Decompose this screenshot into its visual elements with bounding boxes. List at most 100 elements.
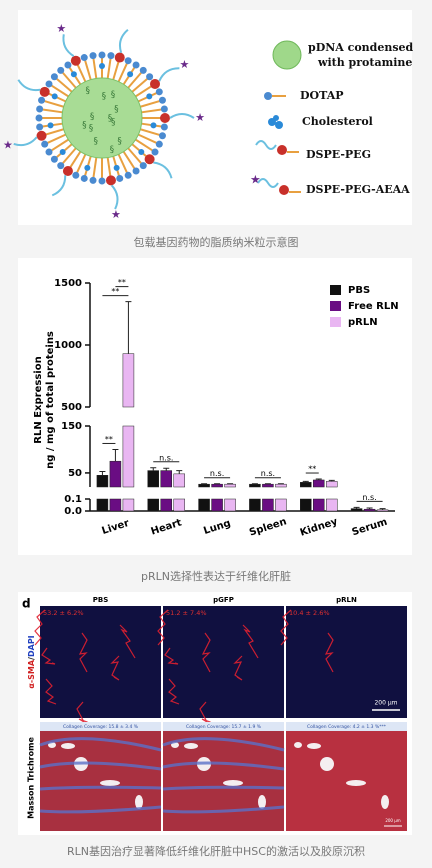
lipid-head	[133, 167, 140, 174]
svg-text:★: ★	[250, 173, 261, 187]
lipid-head	[57, 162, 64, 169]
vessel	[135, 795, 143, 809]
fluorescence-image	[40, 606, 161, 718]
panel-label: d	[22, 597, 31, 611]
sma-value: 10.4 ± 2.6%	[289, 609, 330, 617]
dna: §	[82, 121, 87, 131]
bar	[212, 499, 223, 511]
trichrome-image	[286, 731, 407, 831]
lipid-head	[51, 156, 58, 163]
bar	[275, 484, 286, 487]
bar	[148, 499, 159, 511]
lipid-head	[90, 177, 97, 184]
bar	[313, 480, 324, 487]
lipid-head	[46, 149, 53, 156]
legend-text: pDNA condensed	[308, 41, 414, 54]
column-title: pRLN	[336, 596, 357, 604]
lipid-head	[41, 141, 48, 148]
lipid-head	[46, 80, 53, 87]
row-label: Masson Trichrome	[27, 737, 36, 819]
bar	[148, 471, 159, 487]
lipid-head	[99, 178, 106, 185]
bar	[351, 509, 362, 511]
vessel	[307, 743, 321, 749]
bar	[275, 499, 286, 511]
aeaa-star: ★	[195, 111, 205, 124]
lipid-head	[90, 52, 97, 59]
lipid-head	[40, 87, 50, 97]
vessel	[320, 757, 334, 771]
dna: §	[111, 90, 116, 100]
aeaa-star: ★	[111, 208, 121, 221]
dna: §	[90, 112, 95, 122]
vessel	[100, 780, 120, 786]
dna: §	[117, 137, 122, 147]
lipid-head	[115, 53, 125, 63]
collagen-value: Collagen Coverage: 15.7 ± 1.9 %	[186, 724, 262, 730]
lipid-head	[140, 67, 147, 74]
bar	[225, 484, 236, 487]
cholesterol	[48, 122, 54, 128]
lipid-head	[125, 57, 132, 64]
bar	[326, 481, 337, 487]
bar	[123, 354, 134, 407]
row-label-part: DAPI	[27, 635, 36, 657]
bar	[326, 499, 337, 511]
bar	[110, 461, 121, 487]
row-label-part: α-SMA	[27, 659, 36, 689]
lipid-head	[81, 54, 88, 61]
y-tick-label: 1000	[54, 340, 82, 351]
bar	[313, 499, 324, 511]
lipid-head	[159, 97, 166, 104]
legend-text: with protamine	[317, 56, 412, 69]
lipid-head	[99, 52, 106, 59]
cholesterol	[127, 71, 133, 77]
lipid-head	[116, 175, 123, 182]
collagen-value: Collagen Coverage: 4.2 ± 1.3 %***	[307, 724, 387, 730]
bar	[300, 499, 311, 511]
bar	[249, 499, 260, 511]
vessel	[258, 795, 266, 809]
y-tick-label: 0.1	[64, 494, 82, 505]
core	[62, 78, 142, 158]
legend-label: PBS	[348, 285, 370, 296]
lipid-head	[38, 97, 45, 104]
scale-label: 200 μm	[374, 700, 397, 707]
significance-label: n.s.	[210, 469, 224, 478]
bar	[262, 499, 273, 511]
lipid-head	[72, 172, 79, 179]
lipid-head	[133, 62, 140, 69]
significance-label: **	[105, 435, 113, 444]
bar	[300, 482, 311, 487]
legend-text: DOTAP	[300, 89, 344, 102]
lipid-head	[156, 141, 163, 148]
aeaa-star: ★	[56, 22, 66, 35]
lipid-head	[36, 123, 43, 130]
cholesterol	[84, 165, 90, 171]
y-axis-label: RLN Expression	[33, 356, 44, 443]
vessel	[184, 743, 198, 749]
bar	[161, 499, 172, 511]
bar	[199, 499, 210, 511]
legend-label: Free RLN	[348, 301, 399, 312]
caption: pRLN选择性表达于纤维化肝脏	[141, 569, 291, 583]
bar	[212, 484, 223, 487]
fluorescence-image	[163, 606, 284, 718]
y-tick-label: 50	[68, 468, 82, 479]
vessel	[346, 780, 366, 786]
legend-text: DSPE-PEG	[306, 148, 371, 161]
sma-value: 51.2 ± 7.4%	[166, 609, 207, 617]
dna: §	[94, 137, 99, 147]
cholesterol	[114, 165, 120, 171]
y-tick-label: 500	[61, 402, 82, 413]
legend-label: pRLN	[348, 317, 378, 328]
caption: 包载基因药物的脂质纳米粒示意图	[134, 235, 299, 249]
lipid-head	[107, 52, 114, 59]
cholesterol	[138, 149, 144, 155]
bar	[97, 499, 108, 511]
lipid-head	[146, 73, 153, 80]
y-tick-label: 150	[61, 421, 82, 432]
dna: §	[102, 92, 107, 102]
